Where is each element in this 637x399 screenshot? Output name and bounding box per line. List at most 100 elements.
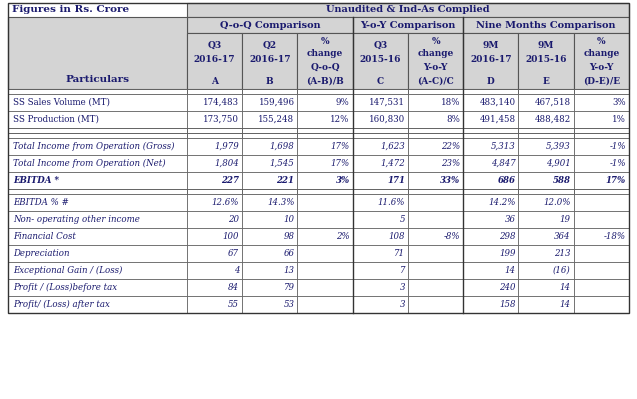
Bar <box>187 296 242 313</box>
Bar <box>297 94 353 111</box>
Text: 9M: 9M <box>538 41 554 49</box>
Bar <box>463 128 519 133</box>
Text: 213: 213 <box>554 249 571 258</box>
Text: %: % <box>597 38 606 47</box>
Bar <box>353 172 408 189</box>
Text: 5,313: 5,313 <box>490 142 515 151</box>
Text: 2016-17: 2016-17 <box>470 55 512 65</box>
Text: 227: 227 <box>221 176 240 185</box>
Text: 3%: 3% <box>612 98 626 107</box>
Bar <box>187 155 242 172</box>
Bar <box>297 262 353 279</box>
Bar <box>463 89 519 94</box>
Bar <box>297 189 353 194</box>
Text: 240: 240 <box>499 283 515 292</box>
Bar <box>8 111 187 128</box>
Bar <box>463 194 519 211</box>
Bar <box>8 94 187 111</box>
Bar <box>519 279 574 296</box>
Bar <box>297 138 353 155</box>
Text: 17%: 17% <box>331 142 350 151</box>
Bar <box>408 245 463 262</box>
Text: Figures in Rs. Crore: Figures in Rs. Crore <box>12 6 129 14</box>
Text: 171: 171 <box>387 176 405 185</box>
Bar <box>408 211 463 228</box>
Text: 20: 20 <box>228 215 240 224</box>
Bar <box>463 133 519 138</box>
Text: change: change <box>417 49 454 59</box>
Text: 1%: 1% <box>612 115 626 124</box>
Bar <box>242 89 297 94</box>
Text: 18%: 18% <box>441 98 461 107</box>
Text: -18%: -18% <box>604 232 626 241</box>
Bar <box>463 189 519 194</box>
Text: 1,698: 1,698 <box>269 142 294 151</box>
Bar <box>297 172 353 189</box>
Text: 98: 98 <box>283 232 294 241</box>
Bar <box>574 245 629 262</box>
Text: 1,623: 1,623 <box>380 142 405 151</box>
Bar <box>463 245 519 262</box>
Bar <box>187 138 242 155</box>
Text: EBITDA % #: EBITDA % # <box>13 198 69 207</box>
Bar <box>519 111 574 128</box>
Bar <box>242 155 297 172</box>
Bar <box>187 262 242 279</box>
Bar <box>574 172 629 189</box>
Bar <box>8 228 187 245</box>
Bar <box>408 279 463 296</box>
Bar <box>408 172 463 189</box>
Bar <box>187 228 242 245</box>
Text: %: % <box>431 38 440 47</box>
Bar <box>353 33 408 89</box>
Text: 2016-17: 2016-17 <box>194 55 236 65</box>
Bar <box>463 279 519 296</box>
Text: 100: 100 <box>223 232 240 241</box>
Bar <box>408 128 463 133</box>
Text: 2016-17: 2016-17 <box>249 55 290 65</box>
Text: Y-o-Y: Y-o-Y <box>589 63 613 71</box>
Bar <box>242 94 297 111</box>
Bar <box>353 128 408 133</box>
Bar <box>297 279 353 296</box>
Bar <box>574 133 629 138</box>
Bar <box>242 194 297 211</box>
Text: 174,483: 174,483 <box>203 98 240 107</box>
Bar <box>574 89 629 94</box>
Bar <box>574 155 629 172</box>
Bar <box>519 133 574 138</box>
Text: Profit / (Loss)before tax: Profit / (Loss)before tax <box>13 283 117 292</box>
Text: -1%: -1% <box>610 142 626 151</box>
Bar <box>463 33 519 89</box>
Bar <box>519 172 574 189</box>
Bar <box>297 33 353 89</box>
Bar <box>574 138 629 155</box>
Text: 22%: 22% <box>441 142 461 151</box>
Bar <box>519 262 574 279</box>
Bar <box>8 17 187 89</box>
Text: -1%: -1% <box>610 159 626 168</box>
Bar <box>187 194 242 211</box>
Bar <box>574 33 629 89</box>
Bar <box>463 155 519 172</box>
Text: 488,482: 488,482 <box>534 115 571 124</box>
Text: 10: 10 <box>283 215 294 224</box>
Text: 159,496: 159,496 <box>259 98 294 107</box>
Bar <box>8 89 187 94</box>
Text: Unaudited & Ind-As Complied: Unaudited & Ind-As Complied <box>326 6 490 14</box>
Text: 14: 14 <box>560 300 571 309</box>
Text: 13: 13 <box>283 266 294 275</box>
Bar <box>242 128 297 133</box>
Text: 4,847: 4,847 <box>490 159 515 168</box>
Bar <box>187 111 242 128</box>
Text: 108: 108 <box>389 232 405 241</box>
Bar <box>408 296 463 313</box>
Text: 12%: 12% <box>331 115 350 124</box>
Bar <box>297 228 353 245</box>
Text: Q3: Q3 <box>373 41 387 49</box>
Text: Total Income from Operation (Gross): Total Income from Operation (Gross) <box>13 142 175 151</box>
Bar <box>353 211 408 228</box>
Text: 14.2%: 14.2% <box>488 198 515 207</box>
Bar <box>242 245 297 262</box>
Text: 53: 53 <box>283 300 294 309</box>
